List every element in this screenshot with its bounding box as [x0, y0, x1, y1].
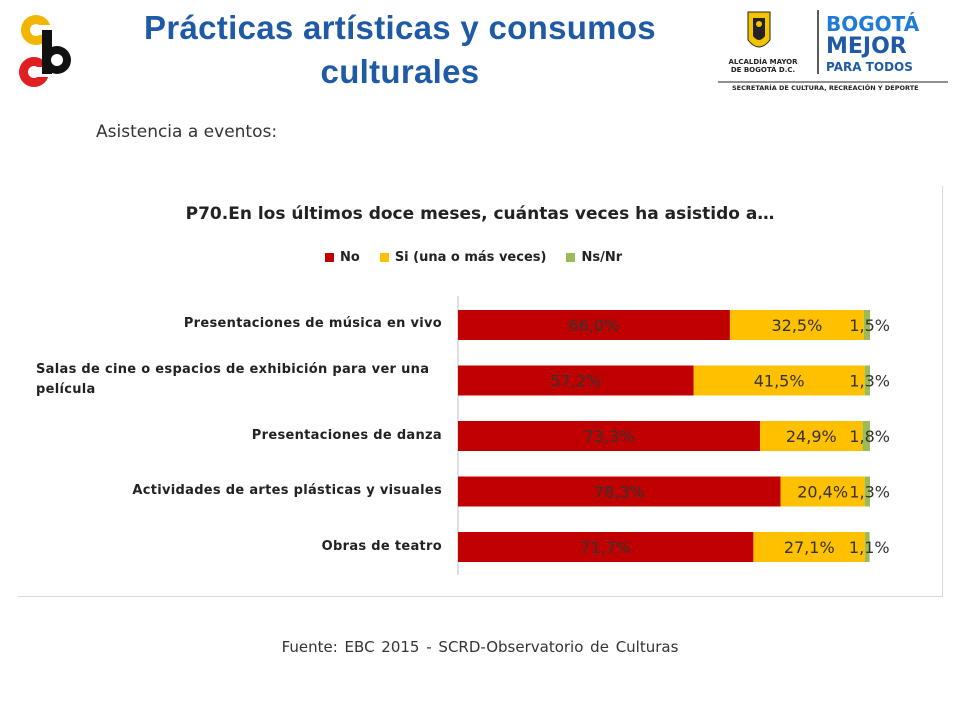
data-label-0-2: 73,3% — [584, 427, 635, 446]
legend-swatch-no — [325, 253, 334, 262]
data-label-0-3: 78,3% — [594, 483, 645, 502]
brand-line-3: PARA TODOS — [826, 60, 913, 74]
legend-item-no: No — [325, 250, 360, 265]
bar-segment-1-2 — [759, 421, 863, 451]
chart-frame — [18, 186, 943, 597]
legend-label-nsnr: Ns/Nr — [581, 250, 623, 265]
bar-segment-1-3 — [780, 476, 865, 507]
bar-segment-0-1 — [458, 365, 694, 396]
source-note: Fuente: EBC 2015 - SCRD-Observatorio de … — [281, 638, 679, 656]
legend-label-no: No — [340, 250, 360, 265]
legend-swatch-si — [379, 253, 389, 262]
page-title-line-2: culturales — [320, 53, 480, 90]
data-label-1-0: 32,5% — [771, 316, 822, 335]
bar-segment-2-1 — [864, 365, 870, 396]
observatorio-logo — [18, 8, 76, 94]
bar-segment-0-3 — [458, 476, 781, 507]
legend-swatch-nsnr — [566, 253, 576, 262]
data-label-0-4: 71,7% — [580, 538, 631, 557]
data-label-2-1: 1,3% — [849, 372, 890, 391]
category-label-artes: Actividades de artes plásticas y visuale… — [132, 483, 442, 498]
bar-segment-2-0 — [863, 310, 870, 340]
data-label-2-2: 1,8% — [849, 427, 890, 446]
category-label-danza: Presentaciones de danza — [251, 428, 442, 443]
data-label-2-0: 1,5% — [849, 316, 890, 335]
category-label-musica: Presentaciones de música en vivo — [183, 316, 442, 331]
data-label-1-1: 41,5% — [754, 372, 805, 391]
category-label-teatro: Obras de teatro — [321, 539, 442, 554]
coat-of-arms-icon — [747, 11, 771, 48]
data-label-1-3: 20,4% — [797, 483, 848, 502]
page-title: Prácticas artísticas y consumos cultural… — [70, 6, 730, 94]
data-label-2-4: 1,1% — [849, 538, 890, 557]
bar-segment-2-2 — [862, 421, 870, 451]
chart-legend: No Si (una o más veces) Ns/Nr — [325, 250, 622, 265]
chart-title: P70.En los últimos doce meses, cuántas v… — [185, 204, 775, 224]
legend-label-si: Si (una o más veces) — [394, 250, 547, 265]
bar-segment-0-0 — [458, 310, 730, 340]
alcaldia-text: ALCALDÍA MAYOR DE BOGOTÁ D.C. — [728, 58, 798, 74]
bar-segment-0-2 — [458, 421, 760, 451]
category-label-cine: Salas de cine o espacios de exhibición p… — [36, 362, 430, 397]
section-subtitle: Asistencia a eventos: — [96, 122, 278, 142]
page-title-line-1: Prácticas artísticas y consumos — [144, 9, 656, 46]
bar-segment-1-1 — [693, 365, 865, 396]
bar-segment-1-4 — [753, 532, 866, 562]
bar-segment-1-0 — [729, 310, 864, 340]
brand-line-2: MEJOR — [826, 34, 907, 59]
data-label-0-0: 66,0% — [569, 316, 620, 335]
brand-line-1: BOGOTÁ — [826, 12, 920, 36]
legend-item-nsnr: Ns/Nr — [566, 250, 622, 265]
legend-item-si: Si (una o más veces) — [379, 250, 547, 265]
bar-segment-0-4 — [458, 532, 754, 562]
data-label-1-4: 27,1% — [784, 538, 835, 557]
data-label-0-1: 57,2% — [550, 372, 601, 391]
data-label-2-3: 1,3% — [849, 483, 890, 502]
secretaria-text: SECRETARÍA DE CULTURA, RECREACIÓN Y DEPO… — [732, 84, 919, 92]
bar-segment-2-3 — [864, 476, 870, 507]
data-label-1-2: 24,9% — [786, 427, 837, 446]
bar-segment-2-4 — [865, 532, 870, 562]
bogota-logo: ALCALDÍA MAYOR DE BOGOTÁ D.C. BOGOTÁ MEJ… — [718, 4, 948, 96]
